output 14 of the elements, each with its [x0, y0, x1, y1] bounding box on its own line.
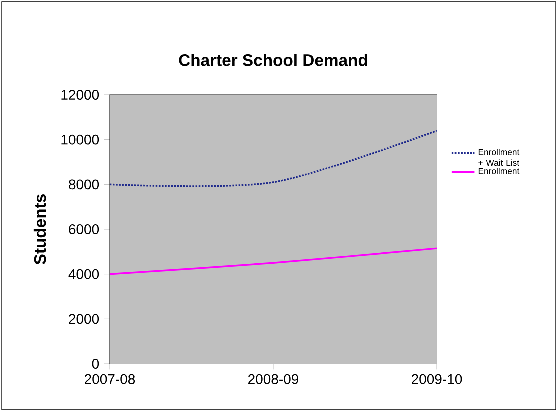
legend-label: Enrollment + Wait List [478, 149, 520, 166]
x-tick-label: 2007-08 [85, 374, 136, 384]
y-tick-label: 10000 [62, 134, 100, 145]
y-tick-label: 8000 [69, 180, 100, 190]
x-tick-label: 2008-09 [248, 374, 298, 384]
y-tick-label: 4000 [68, 269, 100, 280]
legend-label: Enrollment [478, 168, 520, 174]
y-tick-label: 0 [92, 359, 100, 369]
chart-title: Charter School Demand [179, 54, 368, 66]
x-tick-label: 2009-10 [412, 374, 462, 384]
y-tick-label: 12000 [62, 90, 100, 100]
y-tick-label: 6000 [69, 224, 100, 234]
y-axis-title: Students [34, 194, 46, 265]
y-tick-label: 2000 [69, 314, 100, 324]
